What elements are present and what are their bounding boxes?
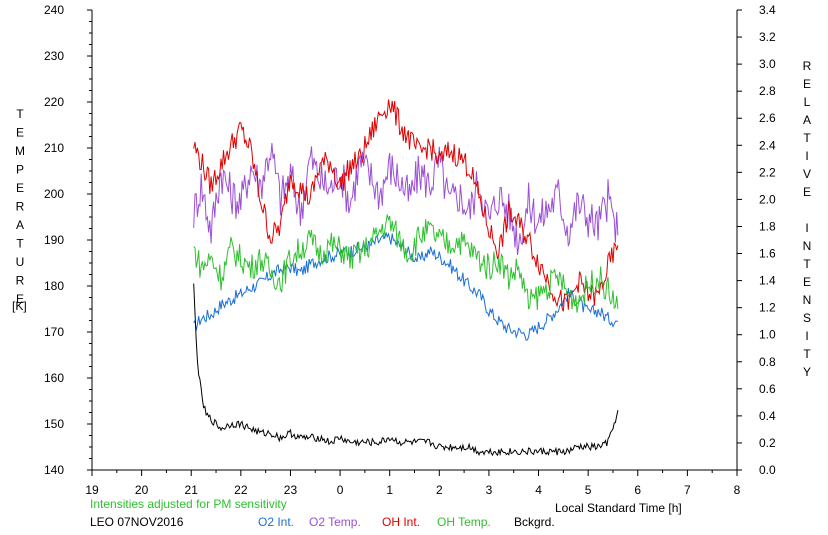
x-tick-label: 4 [535, 483, 542, 497]
left-tick-label: 150 [44, 417, 64, 431]
right-axis-title-letter: A [803, 113, 811, 127]
pm-sensitivity-note: Intensities adjusted for PM sensitivity [90, 497, 287, 511]
right-axis-title-letter: I [805, 329, 808, 343]
left-axis-title-letter: E [16, 292, 24, 306]
legend-oh-int: OH Int. [382, 515, 421, 529]
series-line-oh-temp [193, 214, 619, 313]
x-tick-label: 21 [185, 483, 199, 497]
left-tick-label: 190 [44, 233, 64, 247]
right-tick-label: 1.6 [759, 247, 776, 261]
right-axis-title-letter: E [803, 77, 811, 91]
right-tick-label: 0.8 [759, 355, 776, 369]
left-tick-label: 170 [44, 325, 64, 339]
station-date-label: LEO 07NOV2016 [90, 515, 184, 529]
right-tick-label: 1.8 [759, 219, 776, 233]
left-tick-label: 230 [44, 49, 64, 63]
right-axis-title-letter: L [804, 95, 811, 109]
x-tick-label: 19 [85, 483, 99, 497]
x-tick-label: 2 [436, 483, 443, 497]
x-tick-label: 3 [486, 483, 493, 497]
left-axis-title-letter: T [16, 107, 24, 121]
left-tick-label: 160 [44, 371, 64, 385]
right-tick-label: 2.6 [759, 111, 776, 125]
right-axis-title-letter: R [803, 59, 812, 73]
left-tick-label: 200 [44, 187, 64, 201]
left-axis-unit: [K] [12, 299, 27, 313]
right-tick-label: 0.6 [759, 382, 776, 396]
x-axis-title: Local Standard Time [h] [555, 501, 682, 515]
right-tick-label: 1.4 [759, 274, 776, 288]
right-tick-label: 2.8 [759, 84, 776, 98]
left-tick-label: 240 [44, 3, 64, 17]
series-line-o2-temp [193, 143, 619, 256]
left-axis-title-letter: E [16, 126, 24, 140]
x-tick-label: 7 [684, 483, 691, 497]
right-axis-title-letter: T [803, 347, 811, 361]
right-tick-label: 1.0 [759, 328, 776, 342]
series-line-oh-int [193, 99, 619, 312]
right-tick-label: 0.4 [759, 409, 776, 423]
left-tick-label: 140 [44, 463, 64, 477]
left-tick-label: 210 [44, 141, 64, 155]
x-tick-label: 1 [386, 483, 393, 497]
right-tick-label: 3.4 [759, 3, 776, 17]
right-axis-title-letter: N [803, 239, 812, 253]
right-axis-title-letter: S [803, 311, 811, 325]
legend-o2-temp: O2 Temp. [309, 515, 361, 529]
left-axis-title-letter: E [16, 181, 24, 195]
left-axis-title-letter: A [16, 218, 24, 232]
x-tick-label: 0 [337, 483, 344, 497]
legend-oh-temp: OH Temp. [437, 515, 491, 529]
right-tick-label: 0.0 [759, 463, 776, 477]
series-line-bckgrd [193, 283, 619, 457]
right-axis-title-letter: E [803, 275, 811, 289]
left-axis-title-letter: P [16, 163, 24, 177]
right-tick-label: 1.2 [759, 301, 776, 315]
right-axis-title-letter: T [803, 131, 811, 145]
right-tick-label: 0.2 [759, 436, 776, 450]
x-tick-label: 8 [734, 483, 741, 497]
right-tick-label: 2.0 [759, 192, 776, 206]
left-axis-title-letter: U [16, 255, 25, 269]
right-axis-title-letter: Y [803, 365, 811, 379]
x-tick-label: 23 [284, 483, 298, 497]
left-axis-title-letter: R [16, 274, 25, 288]
series-group [193, 99, 619, 457]
x-tick-label: 22 [234, 483, 248, 497]
left-axis-title-letter: R [16, 200, 25, 214]
right-axis-title-letter: N [803, 293, 812, 307]
x-tick-label: 20 [135, 483, 149, 497]
left-axis-title-letter: T [16, 237, 24, 251]
right-axis-title-letter: T [803, 257, 811, 271]
left-tick-label: 180 [44, 279, 64, 293]
x-tick-label: 6 [634, 483, 641, 497]
right-axis-title-letter: E [803, 185, 811, 199]
ticks-group: 1401501601701801902002102202302400.00.20… [44, 3, 776, 497]
right-tick-label: 2.4 [759, 138, 776, 152]
left-axis-title-letter: M [15, 144, 25, 158]
legend-bckgrd: Bckgrd. [514, 515, 555, 529]
right-tick-label: 3.0 [759, 57, 776, 71]
right-axis-title-letter: I [805, 221, 808, 235]
x-tick-label: 5 [585, 483, 592, 497]
right-tick-label: 3.2 [759, 30, 776, 44]
right-tick-label: 2.2 [759, 165, 776, 179]
right-axis-title-letter: V [803, 167, 811, 181]
right-axis-title-letter: I [805, 149, 808, 163]
legend-o2-int: O2 Int. [258, 515, 295, 529]
left-tick-label: 220 [44, 95, 64, 109]
